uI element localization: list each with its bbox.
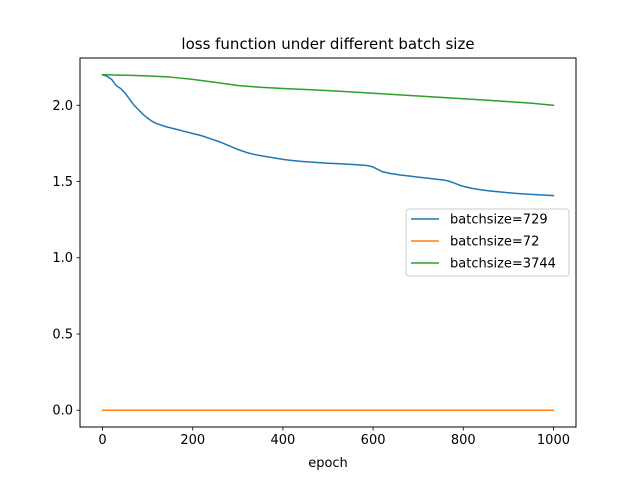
x-axis-ticks: 0 200 400 600 800 1000 xyxy=(98,427,570,448)
y-tick-label: 1.5 xyxy=(52,175,73,190)
y-axis-ticks: 0.0 0.5 1.0 1.5 2.0 xyxy=(52,99,80,419)
y-tick-label: 0.0 xyxy=(52,404,73,419)
x-tick-label: 600 xyxy=(361,433,386,448)
y-tick-label: 0.5 xyxy=(52,327,73,342)
x-tick-label: 800 xyxy=(451,433,476,448)
legend-label-0: batchsize=729 xyxy=(450,213,548,228)
legend-label-1: batchsize=72 xyxy=(450,235,539,250)
legend-label-2: batchsize=3744 xyxy=(450,257,556,272)
legend-box xyxy=(405,208,570,277)
series-layer xyxy=(101,73,555,411)
x-tick-label: 0 xyxy=(98,433,106,448)
x-tick-label: 1000 xyxy=(537,433,570,448)
series-line-0 xyxy=(101,73,555,197)
chart-title: loss function under different batch size xyxy=(181,35,474,53)
y-tick-label: 2.0 xyxy=(52,99,73,114)
series-line-2 xyxy=(101,74,555,107)
x-tick-label: 200 xyxy=(180,433,205,448)
x-axis-label: epoch xyxy=(308,456,348,471)
plot-area-frame xyxy=(79,57,577,428)
legend-items: batchsize=729 batchsize=72 batchsize=3744 xyxy=(411,213,556,272)
x-tick-label: 400 xyxy=(270,433,295,448)
legend: batchsize=729 batchsize=72 batchsize=3744 xyxy=(405,208,570,277)
y-tick-label: 1.0 xyxy=(52,251,73,266)
